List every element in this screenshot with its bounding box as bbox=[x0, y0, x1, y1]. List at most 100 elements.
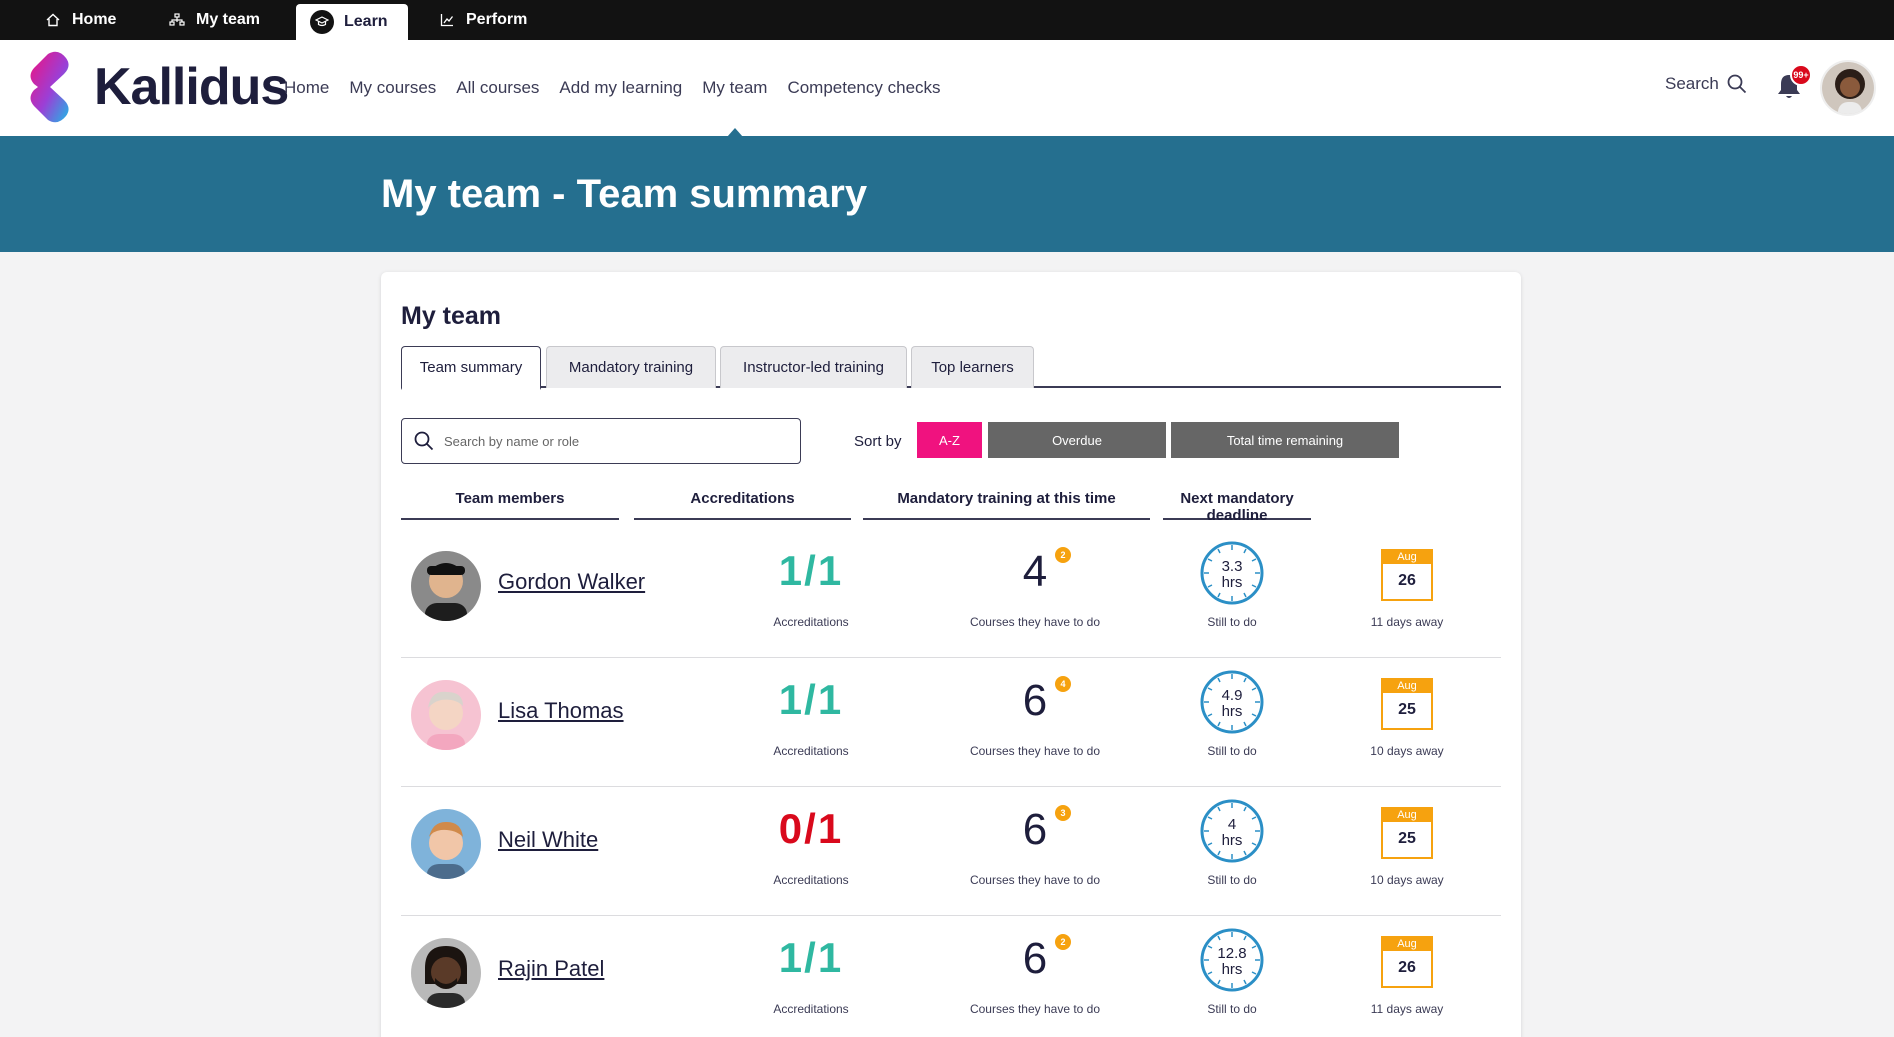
home-icon bbox=[44, 11, 62, 29]
page-title: My team - Team summary bbox=[381, 172, 868, 216]
clock-icon bbox=[1200, 670, 1264, 734]
column-header-members[interactable]: Team members bbox=[401, 490, 619, 520]
calendar-month: Aug bbox=[1383, 551, 1431, 564]
still-to-do-caption: Still to do bbox=[1207, 615, 1257, 629]
courses-caption: Courses they have to do bbox=[969, 615, 1101, 629]
accreditations-value: 1/1 bbox=[778, 676, 844, 723]
header-search-label: Search bbox=[1665, 74, 1719, 93]
accreditations-value: 1/1 bbox=[778, 934, 844, 981]
nav-my-courses[interactable]: My courses bbox=[349, 78, 437, 97]
sort-az-button[interactable]: A-Z bbox=[917, 422, 982, 458]
courses-caption: Courses they have to do bbox=[969, 744, 1101, 758]
nav-competency-checks[interactable]: Competency checks bbox=[787, 78, 941, 97]
tab-team-summary[interactable]: Team summary bbox=[401, 346, 541, 390]
main-nav: Home My courses All courses Add my learn… bbox=[284, 40, 961, 137]
overdue-badge: 2 bbox=[1055, 547, 1071, 563]
hours-unit: hrs bbox=[1221, 574, 1243, 591]
member-name-link[interactable]: Lisa Thomas bbox=[498, 698, 624, 723]
nav-all-courses[interactable]: All courses bbox=[456, 78, 540, 97]
org-chart-icon bbox=[168, 11, 186, 29]
tab-mandatory-training[interactable]: Mandatory training bbox=[546, 346, 716, 388]
member-avatar[interactable] bbox=[411, 680, 481, 750]
sort-overdue-button[interactable]: Overdue bbox=[988, 422, 1166, 458]
calendar-month: Aug bbox=[1383, 680, 1431, 693]
calendar-icon: Aug 26 bbox=[1381, 549, 1433, 601]
app-tab-learn[interactable]: Learn bbox=[296, 4, 408, 40]
courses-count: 6 bbox=[1022, 934, 1048, 983]
calendar-day: 25 bbox=[1398, 830, 1416, 847]
hours-readout: 3.3 hrs bbox=[1200, 559, 1264, 591]
sort-label: Sort by bbox=[854, 433, 902, 450]
clock-icon bbox=[1200, 541, 1264, 605]
team-member-row: Rajin Patel 1/1 Accreditations 6 2 Cours… bbox=[401, 916, 1501, 1037]
app-tab-home[interactable]: Home bbox=[44, 0, 116, 40]
calendar-day: 26 bbox=[1398, 959, 1416, 976]
nav-my-team[interactable]: My team bbox=[702, 40, 767, 137]
brand-logo[interactable]: Kallidus bbox=[28, 50, 289, 124]
hours-readout: 12.8 hrs bbox=[1200, 946, 1264, 978]
calendar-icon: Aug 26 bbox=[1381, 936, 1433, 988]
header-search-button[interactable]: Search bbox=[1665, 74, 1747, 94]
graduation-cap-icon bbox=[310, 10, 334, 34]
sort-time-remaining-button[interactable]: Total time remaining bbox=[1171, 422, 1399, 458]
courses-count: 4 bbox=[1022, 547, 1048, 596]
app-tab-label: Learn bbox=[344, 13, 388, 30]
member-name-link[interactable]: Gordon Walker bbox=[498, 569, 646, 594]
member-search-box[interactable] bbox=[401, 418, 801, 464]
clock-icon bbox=[1200, 799, 1264, 863]
hours-value: 4.9 bbox=[1221, 687, 1243, 704]
courses-count: 6 bbox=[1022, 676, 1048, 725]
member-avatar[interactable] bbox=[411, 551, 481, 621]
member-avatar[interactable] bbox=[411, 809, 481, 879]
user-avatar[interactable] bbox=[1820, 60, 1876, 116]
hours-unit: hrs bbox=[1221, 961, 1243, 978]
chart-icon bbox=[438, 11, 456, 29]
hours-value: 3.3 bbox=[1221, 558, 1243, 575]
still-to-do-caption: Still to do bbox=[1207, 1002, 1257, 1016]
accreditations-value: 0/1 bbox=[778, 805, 844, 852]
team-summary-card: My team Team summary Mandatory training … bbox=[381, 272, 1521, 1037]
member-search-input[interactable] bbox=[444, 433, 784, 449]
tab-instructor-led-training[interactable]: Instructor-led training bbox=[720, 346, 907, 388]
member-name-link[interactable]: Rajin Patel bbox=[498, 956, 605, 981]
days-away-caption: 11 days away bbox=[1370, 615, 1444, 629]
card-title: My team bbox=[401, 302, 502, 330]
member-name-link[interactable]: Neil White bbox=[498, 827, 599, 852]
app-switcher-bar: Home My team Learn Perform bbox=[0, 0, 1894, 40]
calendar-day: 26 bbox=[1398, 572, 1416, 589]
overdue-badge: 4 bbox=[1055, 676, 1071, 692]
still-to-do-caption: Still to do bbox=[1207, 873, 1257, 887]
hours-unit: hrs bbox=[1221, 703, 1243, 720]
page-banner: My team - Team summary bbox=[0, 136, 1894, 252]
hours-readout: 4.9 hrs bbox=[1200, 688, 1264, 720]
days-away-caption: 11 days away bbox=[1370, 1002, 1444, 1016]
courses-caption: Courses they have to do bbox=[969, 1002, 1101, 1016]
app-tab-label: Home bbox=[72, 11, 117, 28]
clock-icon bbox=[1200, 928, 1264, 992]
team-member-row: Lisa Thomas 1/1 Accreditations 6 4 Cours… bbox=[401, 658, 1501, 787]
member-avatar[interactable] bbox=[411, 938, 481, 1008]
tab-top-learners[interactable]: Top learners bbox=[911, 346, 1034, 388]
nav-home[interactable]: Home bbox=[284, 78, 330, 97]
column-header-deadline[interactable]: Next mandatory deadline bbox=[1163, 490, 1311, 524]
search-icon bbox=[414, 431, 434, 451]
card-tabs: Team summary Mandatory training Instruct… bbox=[401, 346, 1501, 390]
notification-count-badge: 99+ bbox=[1790, 64, 1812, 86]
nav-add-my-learning[interactable]: Add my learning bbox=[559, 78, 683, 97]
app-tab-my-team[interactable]: My team bbox=[168, 0, 260, 40]
calendar-day: 25 bbox=[1398, 701, 1416, 718]
calendar-icon: Aug 25 bbox=[1381, 678, 1433, 730]
courses-caption: Courses they have to do bbox=[969, 873, 1101, 887]
hours-value: 4 bbox=[1227, 816, 1237, 833]
app-tab-perform[interactable]: Perform bbox=[438, 0, 527, 40]
hours-unit: hrs bbox=[1221, 832, 1243, 849]
accreditations-caption: Accreditations bbox=[773, 615, 849, 629]
accreditations-caption: Accreditations bbox=[773, 873, 849, 887]
app-tab-label: My team bbox=[196, 11, 261, 28]
column-header-accreditations[interactable]: Accreditations bbox=[634, 490, 851, 520]
kallidus-logo-mark bbox=[30, 51, 69, 123]
accreditations-value: 1/1 bbox=[778, 547, 844, 594]
search-icon bbox=[1727, 74, 1747, 94]
column-header-mandatory[interactable]: Mandatory training at this time bbox=[863, 490, 1150, 520]
still-to-do-caption: Still to do bbox=[1207, 744, 1257, 758]
